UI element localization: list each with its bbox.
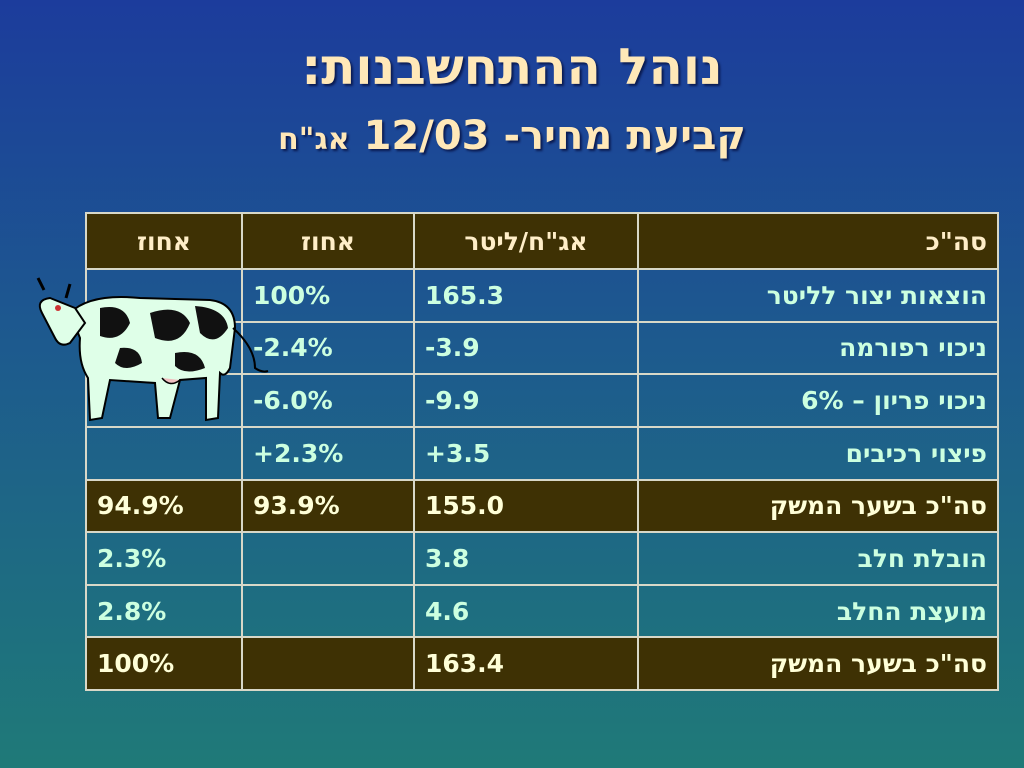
column-header: אחוז bbox=[241, 212, 415, 270]
row-label: פיצוי רכיבים bbox=[637, 425, 999, 481]
table-row: מועצת החלב 4.6 2.8% bbox=[85, 583, 999, 639]
cell-value: +3.5 bbox=[413, 425, 639, 481]
row-label: ניכוי רפורמה bbox=[637, 320, 999, 376]
column-header: אחוז bbox=[85, 212, 243, 270]
cell-value: 155.0 bbox=[413, 478, 639, 534]
cell-value: 100% bbox=[85, 636, 243, 691]
cell-value: 2.3% bbox=[85, 531, 243, 586]
header-row: סה"כ אג"ח/ליטר אחוז אחוז bbox=[85, 212, 999, 270]
row-label: מועצת החלב bbox=[637, 583, 999, 639]
cell-value bbox=[85, 425, 243, 481]
total-row: סה"כ בשער המשק 163.4 100% bbox=[85, 636, 999, 691]
slide-subtitle: קביעת מחיר- 12/03 אג"ח bbox=[0, 113, 1024, 159]
row-label: סה"כ בשער המשק bbox=[637, 636, 999, 691]
cell-value: 165.3 bbox=[413, 268, 639, 323]
cell-value bbox=[241, 531, 415, 586]
cell-value: 3.8 bbox=[413, 531, 639, 586]
column-header: אג"ח/ליטר bbox=[413, 212, 639, 270]
cell-value: -9.9 bbox=[413, 373, 639, 428]
cell-value: +2.3% bbox=[241, 425, 415, 481]
row-label: הובלת חלב bbox=[637, 531, 999, 586]
row-label: ניכוי פריון – 6% bbox=[637, 373, 999, 428]
cow-illustration bbox=[36, 277, 269, 422]
total-row: סה"כ בשער המשק 155.0 93.9% 94.9% bbox=[85, 478, 999, 534]
cell-value: -6.0% bbox=[241, 373, 415, 428]
table-row: הוצאות יצור לליטר 165.3 100% bbox=[85, 268, 999, 323]
row-label: הוצאות יצור לליטר bbox=[637, 268, 999, 323]
cell-value: 94.9% bbox=[85, 478, 243, 534]
slide-title: נוהל ההתחשבנות: bbox=[301, 38, 723, 96]
cell-value: 93.9% bbox=[241, 478, 415, 534]
cell-value: 100% bbox=[241, 268, 415, 323]
subtitle-text: קביעת מחיר- 12/03 bbox=[363, 113, 746, 159]
cell-value: 2.8% bbox=[85, 583, 243, 639]
row-label: סה"כ בשער המשק bbox=[637, 478, 999, 534]
cell-value: -3.9 bbox=[413, 320, 639, 376]
table-row: פיצוי רכיבים +3.5 +2.3% bbox=[85, 425, 999, 481]
cell-value: 163.4 bbox=[413, 636, 639, 691]
cell-value bbox=[241, 636, 415, 691]
column-header: סה"כ bbox=[637, 212, 999, 270]
cell-value: 4.6 bbox=[413, 583, 639, 639]
cell-value bbox=[241, 583, 415, 639]
table-row: הובלת חלב 3.8 2.3% bbox=[85, 531, 999, 586]
subtitle-unit: אג"ח bbox=[278, 122, 350, 157]
cell-value: -2.4% bbox=[241, 320, 415, 376]
